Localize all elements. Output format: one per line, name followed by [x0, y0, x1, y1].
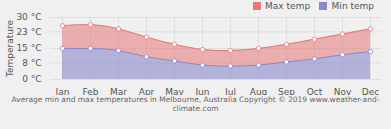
html-text:Max temp: Max temp: [265, 1, 311, 11]
svg-text:Dec: Dec: [362, 87, 379, 95]
svg-text:Apr: Apr: [139, 87, 155, 95]
svg-text:Aug: Aug: [250, 87, 268, 95]
svg-text:Nov: Nov: [334, 87, 352, 95]
svg-text:30 °C: 30 °C: [16, 12, 41, 22]
svg-text:23 °C: 23 °C: [16, 27, 41, 37]
svg-text:Jan: Jan: [55, 87, 70, 95]
svg-text:8 °C: 8 °C: [22, 58, 41, 68]
svg-text:Jul: Jul: [224, 87, 236, 95]
svg-text:15 °C: 15 °C: [16, 43, 41, 53]
svg-text:0 °C: 0 °C: [22, 74, 41, 84]
svg-text:Temperature: Temperature: [5, 20, 15, 78]
svg-text:Sep: Sep: [278, 87, 295, 95]
html-text:Min temp: Min temp: [331, 1, 374, 11]
svg-text:Jun: Jun: [194, 87, 209, 95]
svg-text:May: May: [165, 87, 184, 95]
svg-text:Mar: Mar: [110, 87, 127, 95]
svg-text:Feb: Feb: [83, 87, 99, 95]
svg-text:Oct: Oct: [307, 87, 323, 95]
html-text:Average min and max temperatur: Average min and max temperatures in Melb…: [11, 95, 380, 113]
